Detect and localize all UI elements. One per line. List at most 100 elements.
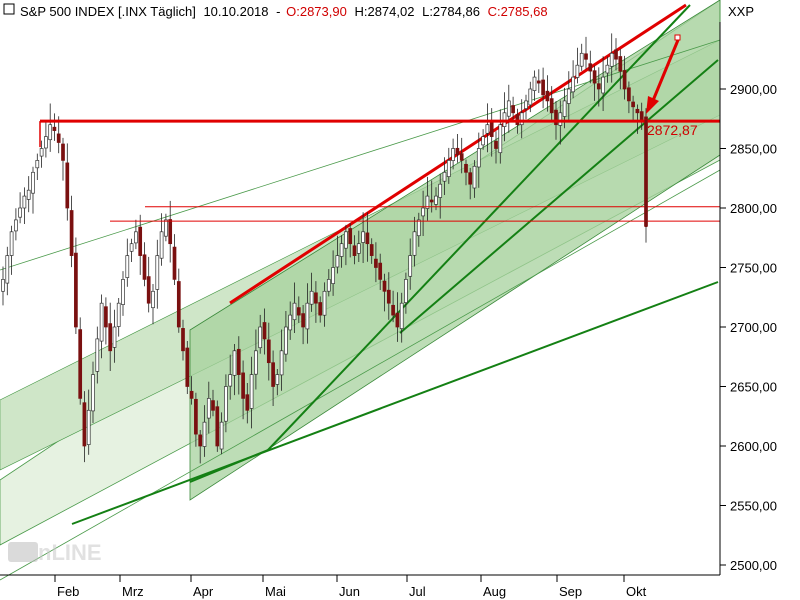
candle-body: [39, 148, 44, 157]
candle-body: [232, 350, 237, 376]
candle-body: [31, 171, 35, 194]
arrow-handle[interactable]: [674, 34, 681, 41]
horizontal-levels: [39, 119, 720, 227]
candle-body: [378, 262, 383, 280]
arrow-head-icon: [646, 96, 659, 114]
candle-body: [26, 189, 31, 200]
candle-body: [558, 112, 563, 126]
candle-body: [382, 280, 387, 292]
candle-body: [618, 56, 623, 72]
candle-body: [344, 231, 348, 249]
candle-body: [631, 101, 635, 108]
window-square-icon[interactable]: [3, 3, 15, 15]
x-tick-label: Okt: [626, 584, 647, 599]
candle-body: [395, 312, 400, 328]
candle-body: [369, 244, 374, 256]
candle-body: [211, 400, 215, 411]
candle-body: [9, 231, 14, 256]
candle-body: [408, 255, 413, 277]
candle-body: [305, 302, 310, 330]
candle-body: [1, 279, 5, 292]
channel-upper-boundary: [0, 39, 721, 271]
candle-body: [485, 124, 490, 134]
candle-body: [635, 108, 640, 114]
candle-body: [468, 172, 473, 185]
price-label: 2872,87: [647, 122, 698, 138]
candle-body: [365, 232, 370, 245]
candle-body: [275, 374, 280, 385]
x-tick-label: Sep: [559, 584, 582, 599]
candle-body: [339, 243, 344, 257]
header-date: 10.10.2018: [203, 4, 268, 19]
candle-body: [562, 100, 567, 117]
candle-body: [249, 374, 254, 409]
y-tick-label: 2850,00: [730, 142, 777, 157]
candle-body: [584, 53, 588, 60]
candle-body: [74, 252, 78, 328]
x-tick-label: Apr: [193, 584, 214, 599]
candle-body: [434, 195, 438, 205]
candle-body: [391, 304, 395, 316]
candle-body: [575, 64, 580, 78]
candle-body: [446, 160, 451, 177]
candle-body: [262, 322, 267, 340]
watermark-box: [8, 542, 38, 562]
candle-body: [498, 124, 503, 154]
candle-body: [5, 255, 10, 284]
candle-body: [549, 98, 554, 114]
candle-body: [155, 255, 160, 290]
candle-body: [596, 83, 601, 90]
candle-body: [48, 124, 53, 141]
y-tick-label: 2700,00: [730, 320, 777, 335]
candle-body: [35, 160, 40, 169]
candle-body: [172, 246, 177, 280]
candle-body: [271, 362, 275, 387]
steep-trendline: [267, 4, 691, 451]
candle-body: [245, 394, 250, 411]
candle-body: [571, 76, 575, 93]
candle-body: [146, 276, 151, 304]
candle-body: [206, 398, 211, 419]
candle-body: [164, 219, 168, 237]
candle-body: [82, 402, 87, 447]
candle-body: [116, 302, 121, 327]
candle-body: [374, 258, 378, 268]
x-tick-label: Mai: [265, 584, 286, 599]
candle-body: [554, 109, 558, 126]
x-tick-label: Mrz: [122, 584, 144, 599]
arrow-shaft: [650, 39, 680, 104]
candle-body: [296, 307, 301, 316]
candle-body: [194, 398, 198, 435]
watermark-text: nLINE: [38, 540, 102, 565]
candle-body: [151, 290, 155, 309]
candle-body: [258, 326, 263, 349]
candle-body: [108, 323, 113, 352]
candle-body: [627, 87, 631, 102]
medium-trendline: [399, 59, 719, 334]
y-tick-label: 2600,00: [730, 439, 777, 454]
instrument-title: S&P 500 INDEX [.INX Täglich] 10.10.2018 …: [20, 4, 548, 19]
candle-body: [168, 219, 173, 245]
candle-body: [326, 279, 331, 292]
candle-body: [104, 306, 108, 328]
candle-body: [322, 290, 327, 316]
candle-body: [605, 64, 610, 74]
candle-body: [421, 207, 425, 217]
candle-body: [254, 350, 258, 375]
candle-body: [241, 372, 245, 399]
watermark-logo: nLINE: [8, 540, 102, 565]
candle-body: [464, 163, 468, 173]
x-axis-ticks: Feb Mrz Apr Mai Jun Jul Aug Sep Okt: [54, 575, 647, 599]
candle-body: [494, 140, 498, 149]
candle-body: [614, 49, 618, 60]
y-tick-label: 2550,00: [730, 499, 777, 514]
high-value: H:2874,02: [354, 4, 414, 19]
candle-body: [224, 386, 228, 422]
candle-body: [588, 63, 593, 72]
candle-body: [348, 228, 353, 245]
candle-body: [472, 165, 477, 189]
candle-body: [309, 290, 314, 305]
candle-body: [91, 374, 95, 412]
candle-body: [481, 136, 485, 146]
